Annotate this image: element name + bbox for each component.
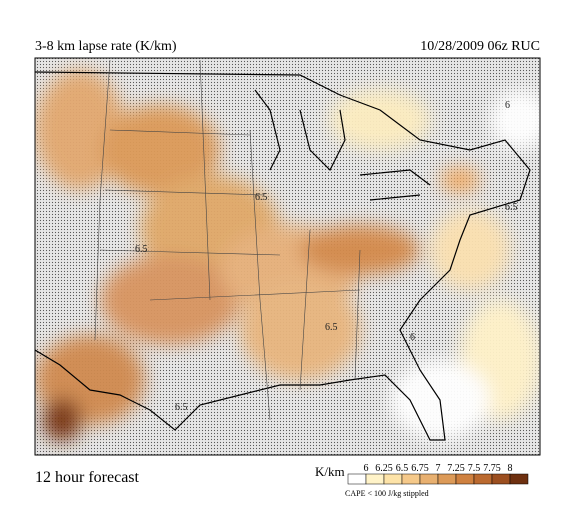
colorbar-tick-label: 6.75 bbox=[411, 463, 429, 474]
map: 6 6.5 6.5 6.5 6 6.5 6.5 bbox=[35, 58, 540, 455]
colorbar-tick-label: 6 bbox=[364, 463, 369, 474]
colorbar-tick-label: 6.5 bbox=[396, 463, 409, 474]
units-label: K/km bbox=[315, 464, 345, 479]
colorbar-swatch bbox=[419, 473, 439, 485]
colorbar-swatch bbox=[383, 473, 403, 485]
contour-label: 6.5 bbox=[505, 202, 518, 213]
colorbar-tick-label: 7 bbox=[436, 463, 441, 474]
colorbar-tick-label: 7.25 bbox=[447, 463, 465, 474]
contour-label: 6.5 bbox=[255, 192, 268, 203]
colorbar-tick-label: 7.75 bbox=[483, 463, 501, 474]
colorbar-swatch bbox=[455, 473, 475, 485]
colorbar-tick-label: 8 bbox=[508, 463, 513, 474]
colorbar-swatch bbox=[365, 473, 385, 485]
contour-label: 6.5 bbox=[175, 402, 188, 413]
colorbar-swatch bbox=[401, 473, 421, 485]
contour-label: 6.5 bbox=[135, 244, 148, 255]
forecast-label: 12 hour forecast bbox=[35, 469, 140, 486]
contour-label: 6 bbox=[505, 100, 510, 111]
colorbar-swatch bbox=[491, 473, 511, 485]
stipple-note: CAPE < 100 J/kg stippled bbox=[345, 489, 429, 498]
contour-label: 6 bbox=[410, 332, 415, 343]
colorbar: 6 6.25 6.5 6.75 7 7.25 7.5 7.75 8 bbox=[347, 463, 529, 485]
colorbar-swatch bbox=[347, 473, 367, 485]
colorbar-swatch bbox=[509, 473, 529, 485]
title: 3-8 km lapse rate (K/km) bbox=[35, 39, 177, 54]
colorbar-swatch bbox=[437, 473, 457, 485]
run-info: 10/28/2009 06z RUC bbox=[420, 39, 540, 54]
colorbar-tick-label: 6.25 bbox=[375, 463, 393, 474]
colorbar-swatch bbox=[473, 473, 493, 485]
colorbar-tick-label: 7.5 bbox=[468, 463, 481, 474]
contour-labels: 6 6.5 6.5 6.5 6 6.5 6.5 bbox=[135, 100, 518, 413]
contour-label: 6.5 bbox=[325, 322, 338, 333]
